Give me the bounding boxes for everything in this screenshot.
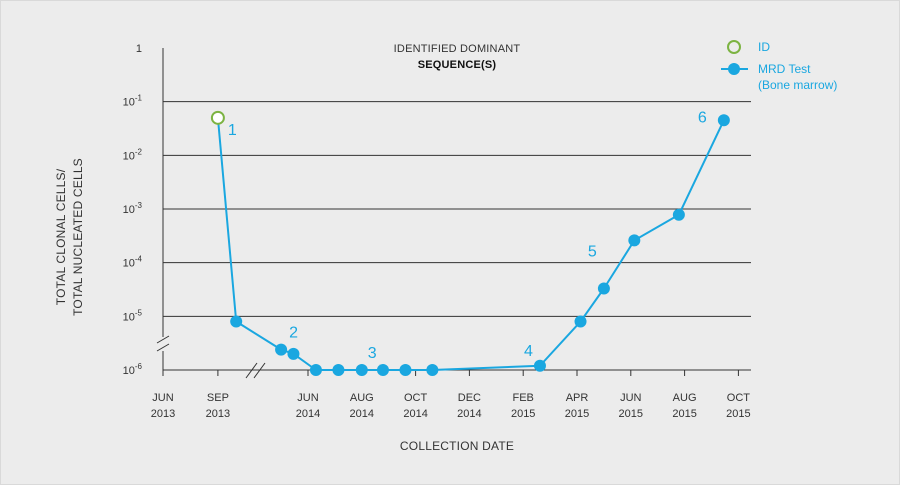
y-tick-label: 10-4 xyxy=(123,255,143,270)
legend-id-label: ID xyxy=(758,40,770,54)
x-tick-label: 2015 xyxy=(565,408,589,420)
axis-layer: 1 10-1 10-2 10-3 10-4 10-5 10-6 JUN 2013 SEP 2013 J… xyxy=(123,43,751,420)
data-point-marker xyxy=(332,364,345,376)
data-point-marker xyxy=(230,315,243,328)
x-tick-label: 2014 xyxy=(296,408,320,420)
label-layer: 1 2 3 4 5 6 xyxy=(228,109,707,362)
x-axis-break-mark xyxy=(253,362,266,379)
y-tick-label: 10-5 xyxy=(123,308,143,323)
data-point-marker xyxy=(533,359,546,372)
x-tick-label: 2015 xyxy=(726,408,750,420)
y-axis-break-mark xyxy=(156,343,170,352)
chart-title-line-1: IDENTIFIED DOMINANT xyxy=(394,43,521,55)
chart-title-line-2: SEQUENCE(S) xyxy=(418,59,497,71)
x-tick-label: JUN xyxy=(152,392,173,404)
y-tick-label: 10-1 xyxy=(123,94,143,109)
x-tick-label: 2014 xyxy=(403,408,427,420)
y-axis-title-line-1: TOTAL CLONAL CELLS/ xyxy=(54,168,68,305)
point-label: 5 xyxy=(588,244,597,261)
x-axis-title: COLLECTION DATE xyxy=(400,439,514,453)
data-point-marker xyxy=(426,364,439,376)
x-tick-label: FEB xyxy=(512,392,533,404)
data-point-marker xyxy=(309,364,322,376)
x-tick-label: AUG xyxy=(673,392,697,404)
y-axis-title: TOTAL CLONAL CELLS/ TOTAL NUCLEATED CELL… xyxy=(54,158,85,316)
legend-mrd-label-line-1: MRD Test xyxy=(758,62,811,76)
legend: ID MRD Test (Bone marrow) xyxy=(721,40,837,92)
x-tick-label: 2014 xyxy=(350,408,374,420)
legend-id-marker xyxy=(727,40,741,54)
y-tick-label: 10-3 xyxy=(123,201,143,216)
point-label: 4 xyxy=(524,343,533,360)
point-label: 1 xyxy=(228,122,237,139)
data-point-marker xyxy=(376,364,389,376)
legend-mrd-label-line-2: (Bone marrow) xyxy=(758,78,837,92)
x-tick-label: APR xyxy=(566,392,589,404)
id-point-marker xyxy=(210,110,225,125)
x-tick-label: SEP xyxy=(207,392,229,404)
data-point-marker xyxy=(275,343,288,356)
legend-mrd-marker xyxy=(728,63,740,75)
y-axis-break-mark xyxy=(156,335,170,344)
y-axis-title-line-2: TOTAL NUCLEATED CELLS xyxy=(71,158,85,316)
x-tick-label: 2015 xyxy=(619,408,643,420)
x-tick-label: 2013 xyxy=(206,408,230,420)
x-tick-label: 2015 xyxy=(672,408,696,420)
data-point-marker xyxy=(597,282,610,295)
data-point-marker xyxy=(628,234,641,247)
x-tick-label: 2014 xyxy=(457,408,481,420)
y-tick-label: 10-2 xyxy=(123,147,143,162)
data-point-marker xyxy=(287,347,300,360)
x-tick-label: JUN xyxy=(620,392,641,404)
x-tick-label: OCT xyxy=(404,392,428,404)
data-point-marker xyxy=(355,364,368,376)
x-tick-label: 2013 xyxy=(151,408,175,420)
point-label: 2 xyxy=(289,325,298,342)
point-label: 6 xyxy=(698,109,707,126)
x-tick-label: JUN xyxy=(297,392,318,404)
data-point-marker xyxy=(672,208,685,221)
y-tick-label: 1 xyxy=(136,43,142,55)
series-line xyxy=(216,117,725,371)
x-tick-label: OCT xyxy=(727,392,751,404)
x-tick-label: 2015 xyxy=(511,408,535,420)
x-tick-label: DEC xyxy=(458,392,481,404)
series-layer xyxy=(210,110,730,376)
data-point-marker xyxy=(717,114,730,127)
data-point-marker xyxy=(574,315,587,328)
point-label: 3 xyxy=(368,345,377,362)
y-tick-label: 10-6 xyxy=(123,362,143,377)
x-tick-label: AUG xyxy=(350,392,374,404)
data-point-marker xyxy=(399,364,412,376)
x-axis-break-mark xyxy=(245,362,258,379)
